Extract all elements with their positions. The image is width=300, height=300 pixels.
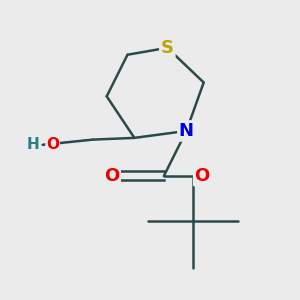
Text: N: N xyxy=(179,122,194,140)
Text: O: O xyxy=(46,137,59,152)
Text: O: O xyxy=(194,167,210,185)
Text: S: S xyxy=(161,39,174,57)
Text: O: O xyxy=(104,167,119,185)
Text: H: H xyxy=(26,137,39,152)
